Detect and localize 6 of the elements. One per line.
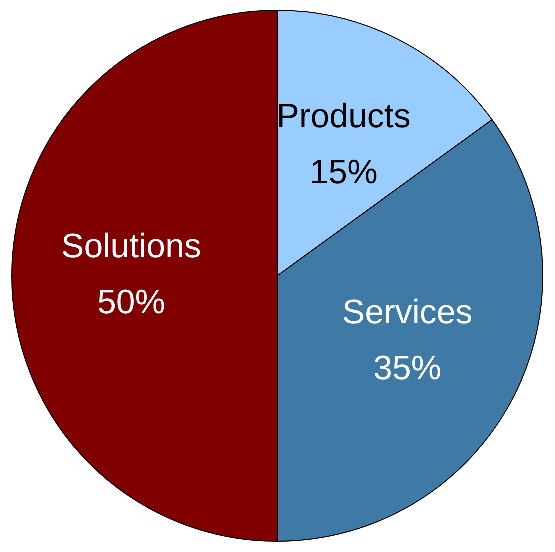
slice-label: Services [342,294,473,332]
data-label: 35% [374,350,442,388]
slice-label: Solutions [62,227,202,266]
slice-label: Products [276,97,411,136]
data-label: 15% [310,153,378,192]
data-label: 50% [97,283,166,322]
